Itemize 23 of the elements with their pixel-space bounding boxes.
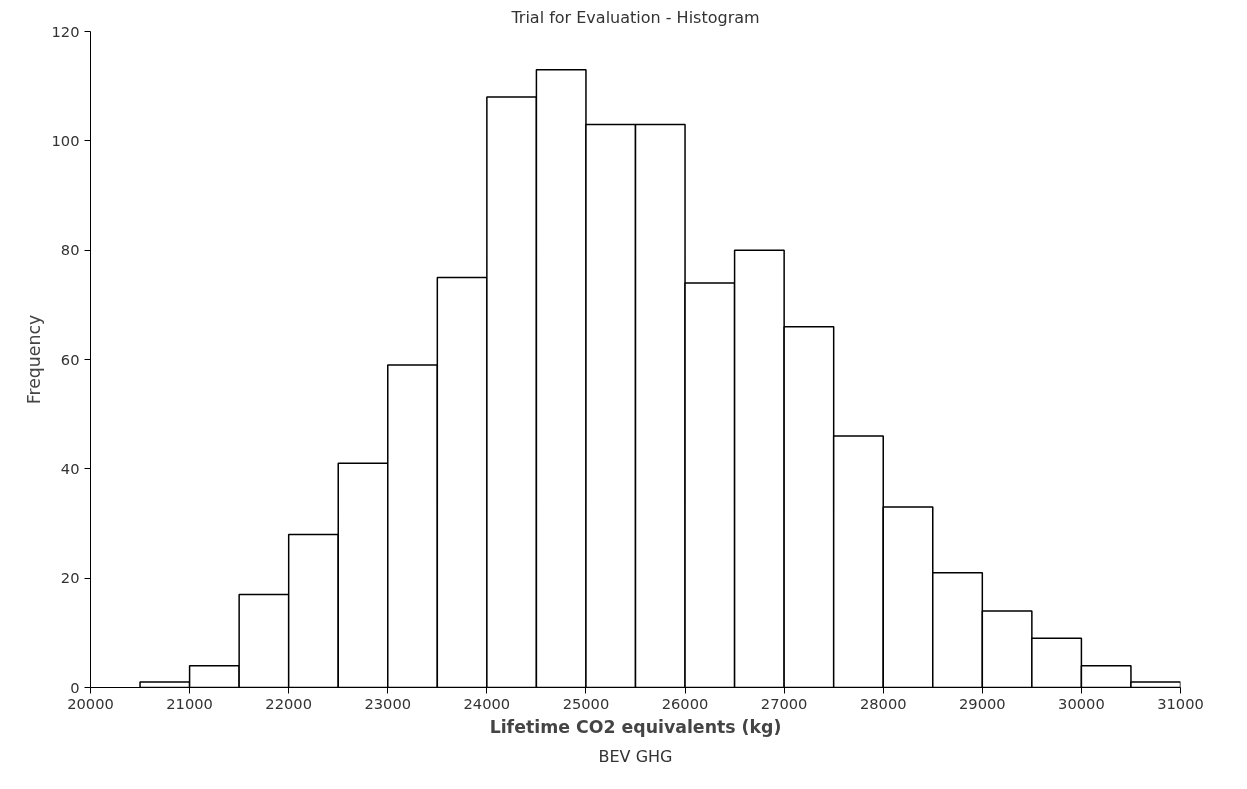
chart-title: Trial for Evaluation - Histogram (510, 7, 760, 27)
y-tick-label: 100 (51, 131, 80, 149)
y-axis-title: Frequency (23, 314, 44, 405)
y-tick-label: 40 (60, 459, 80, 477)
x-tick-label: 24000 (463, 694, 511, 712)
y-tick-label: 60 (60, 350, 80, 368)
y-tick-label: 0 (70, 678, 80, 696)
x-tick-label: 21000 (166, 694, 213, 712)
x-tick-label: 23000 (364, 694, 412, 712)
x-tick-label: 31000 (1157, 694, 1204, 712)
x-tick-label: 29000 (959, 694, 1006, 712)
y-tick-label: 80 (60, 241, 80, 259)
text: BEV GHG (598, 746, 673, 766)
y-tick-label: 120 (51, 22, 80, 40)
x-tick-label: 25000 (562, 694, 610, 712)
y-tick-label: 20 (60, 569, 80, 587)
x-tick-label: 28000 (859, 694, 907, 712)
x-tick-label: 22000 (265, 694, 312, 712)
x-tick-label: 20000 (67, 694, 114, 712)
x-tick-label: 27000 (760, 694, 808, 712)
x-tick-label: 30000 (1058, 694, 1105, 712)
x-axis-title: Lifetime CO2 equivalents (kg) (489, 716, 782, 737)
x-tick-label: 26000 (661, 694, 709, 712)
